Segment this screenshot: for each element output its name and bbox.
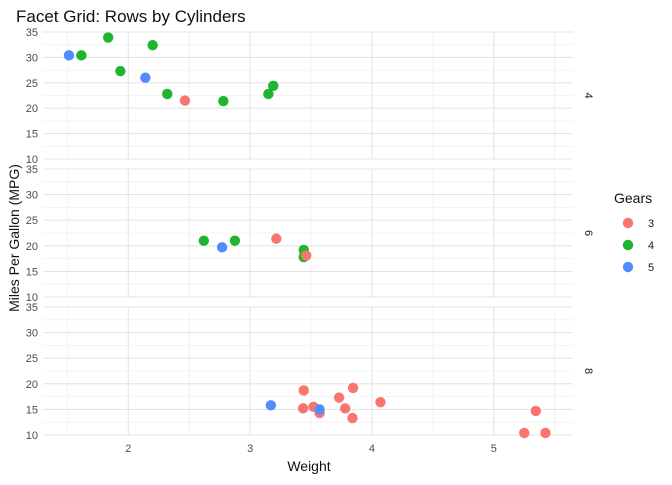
y-tick-label: 15: [26, 129, 38, 141]
y-tick-label: 25: [26, 353, 38, 365]
data-point: [218, 95, 229, 107]
data-point: [102, 32, 114, 43]
facet-strip-label: 8: [582, 368, 594, 374]
y-tick-label: 25: [26, 215, 38, 227]
data-point: [198, 235, 210, 246]
data-point: [298, 385, 309, 396]
y-tick-label: 20: [26, 103, 38, 115]
data-point: [265, 400, 277, 411]
y-tick-label: 30: [26, 328, 38, 340]
x-tick-label: 5: [491, 443, 497, 455]
data-point: [179, 95, 191, 106]
facet-strip-label: 6: [582, 230, 594, 236]
y-tick-label: 15: [26, 266, 38, 278]
data-point: [216, 242, 228, 253]
y-tick-label: 25: [26, 78, 38, 90]
y-tick-label: 20: [26, 241, 38, 253]
legend-swatch: [622, 239, 634, 251]
y-tick-label: 35: [26, 27, 38, 39]
data-point: [300, 250, 312, 261]
data-point: [347, 412, 358, 424]
data-point: [530, 405, 542, 417]
data-point: [115, 65, 126, 77]
data-point: [271, 233, 282, 244]
legend: 3 4 5: [622, 217, 654, 274]
tick-label-layer: 1015202530354101520253035610152025303582…: [26, 27, 594, 455]
legend-label: 3: [648, 218, 654, 230]
data-point: [229, 235, 241, 246]
x-tick-label: 2: [125, 443, 131, 455]
x-tick-label: 3: [247, 443, 253, 455]
data-point: [263, 88, 274, 100]
data-point: [63, 50, 75, 61]
y-tick-label: 10: [26, 430, 38, 442]
data-point: [540, 427, 551, 439]
data-point: [162, 88, 173, 100]
legend-swatch: [622, 261, 634, 273]
data-point: [140, 72, 151, 83]
grid-layer: [43, 31, 573, 436]
y-tick-label: 20: [26, 379, 38, 391]
data-point: [333, 392, 345, 403]
y-axis-label: Miles Per Gallon (MPG): [6, 164, 22, 312]
legend-swatch: [622, 217, 634, 229]
chart-title: Facet Grid: Rows by Cylinders: [16, 7, 246, 26]
y-tick-label: 30: [26, 52, 38, 64]
x-tick-label: 4: [369, 443, 375, 455]
points-layer: [63, 32, 551, 439]
y-tick-label: 10: [26, 292, 38, 304]
legend-title: Gears: [614, 190, 652, 206]
x-axis-label: Weight: [287, 458, 330, 474]
legend-label: 4: [648, 240, 654, 252]
y-tick-label: 15: [26, 404, 38, 416]
data-point: [297, 403, 309, 414]
data-point: [339, 403, 351, 414]
data-point: [375, 397, 386, 408]
data-point: [347, 382, 359, 394]
data-point: [147, 40, 158, 51]
legend-label: 5: [648, 262, 654, 274]
y-tick-label: 35: [26, 164, 38, 176]
y-tick-label: 35: [26, 302, 38, 314]
data-point: [519, 427, 530, 439]
data-point: [268, 80, 279, 92]
y-tick-label: 30: [26, 190, 38, 202]
data-point: [76, 50, 87, 61]
facet-strip-label: 4: [582, 92, 594, 98]
data-point: [314, 404, 325, 415]
y-tick-label: 10: [26, 154, 38, 166]
